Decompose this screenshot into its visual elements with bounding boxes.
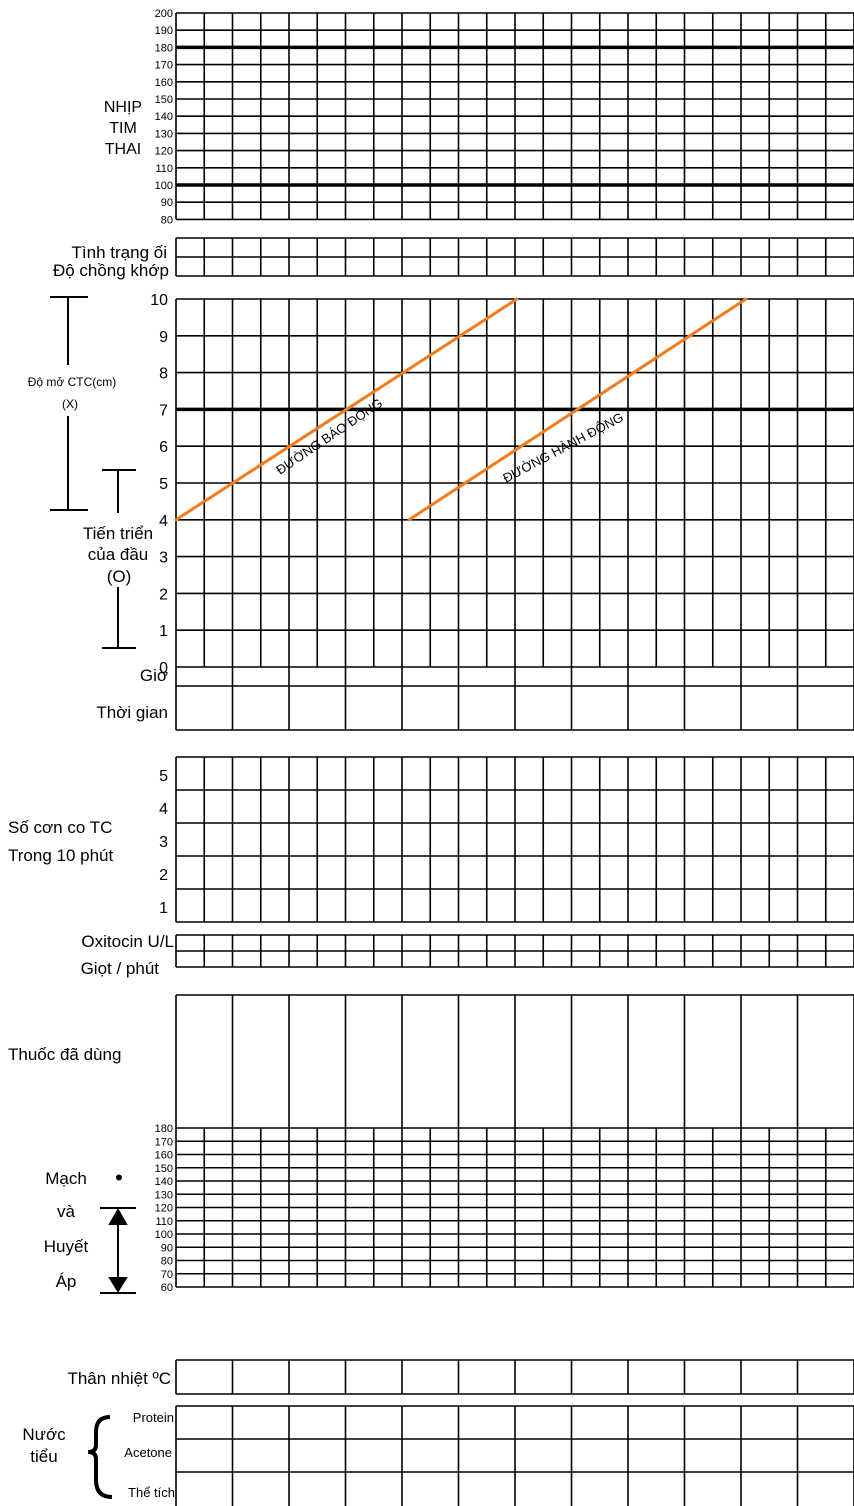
pulse-bp-tick: 100 xyxy=(155,1229,173,1241)
fhr-tick: 180 xyxy=(155,42,173,54)
pulse-bp-label-1: Mạch xyxy=(45,1169,87,1188)
protein-label: Protein xyxy=(133,1410,174,1425)
alert-line xyxy=(174,297,519,522)
pulse-bp-label-4: Áp xyxy=(56,1272,77,1291)
fhr-tick: 140 xyxy=(155,111,173,123)
pulse-bp-label-3: Huyết xyxy=(44,1237,89,1256)
fhr-label-line-1: NHỊP xyxy=(104,99,142,116)
pulse-bp-tick: 60 xyxy=(161,1282,173,1294)
grid-lines xyxy=(175,12,854,1506)
action-line xyxy=(407,297,748,522)
fhr-tick: 200 xyxy=(155,8,173,20)
pulse-bp-tick: 120 xyxy=(155,1203,173,1215)
pulse-bp-tick: 130 xyxy=(155,1189,173,1201)
pulse-bp-tick: 140 xyxy=(155,1176,173,1188)
contractions-label-2: Trong 10 phút xyxy=(8,846,113,865)
hour-label: Giờ xyxy=(140,666,168,685)
cervix-label: Độ mở CTC(cm) xyxy=(28,375,117,389)
pulse-bp-tick: 110 xyxy=(155,1216,173,1228)
cervix-tick: 3 xyxy=(159,550,168,567)
cervix-symbol: (X) xyxy=(62,397,78,411)
cervix-tick: 4 xyxy=(159,513,168,530)
pulse-bp-tick: 170 xyxy=(155,1136,173,1148)
moulding-label: Độ chồng khớp xyxy=(53,261,169,280)
pulse-bp-label-2: và xyxy=(57,1202,76,1221)
contractions-tick: 1 xyxy=(159,900,168,917)
tick-labels: 2001901801701601501401301201101009080109… xyxy=(150,8,173,1294)
blood-pressure-arrow xyxy=(100,1207,136,1294)
urine-label-2: tiểu xyxy=(30,1447,57,1466)
fhr-label-line-2: TIM xyxy=(109,120,137,137)
pulse-symbol: • xyxy=(115,1165,123,1190)
contractions-tick: 4 xyxy=(159,801,168,818)
cervix-tick: 0 xyxy=(159,660,168,677)
acetone-label: Acetone xyxy=(124,1445,172,1460)
head-descent-label-1: Tiến triển xyxy=(83,524,153,543)
contractions-label-1: Số cơn co TC xyxy=(8,818,112,837)
pulse-bp-tick: 80 xyxy=(161,1256,173,1268)
cervix-tick: 9 xyxy=(159,329,168,346)
fhr-tick: 130 xyxy=(155,128,173,140)
fhr-tick: 120 xyxy=(155,146,173,158)
fhr-tick: 160 xyxy=(155,77,173,89)
urine-brace xyxy=(87,1415,113,1499)
pulse-bp-tick: 90 xyxy=(161,1242,173,1254)
fhr-tick: 190 xyxy=(155,25,173,37)
cervix-tick: 6 xyxy=(159,439,168,456)
cervix-tick: 5 xyxy=(159,476,168,493)
fhr-tick: 110 xyxy=(155,163,173,175)
fhr-tick: 100 xyxy=(155,180,173,192)
urine-label-1: Nước xyxy=(22,1425,66,1444)
temperature-label: Thân nhiệt ºC xyxy=(67,1369,171,1388)
cervix-tick: 10 xyxy=(150,292,168,309)
pulse-bp-tick: 70 xyxy=(161,1269,173,1281)
labor-lines xyxy=(174,297,748,522)
cervix-tick: 2 xyxy=(159,586,168,603)
cervix-tick: 8 xyxy=(159,366,168,383)
contractions-tick: 5 xyxy=(159,768,168,785)
time-label: Thời gian xyxy=(96,703,168,722)
head-descent-label-2: của đầu xyxy=(88,545,149,564)
pulse-bp-tick: 160 xyxy=(155,1150,173,1162)
head-descent-bracket xyxy=(102,469,136,649)
contractions-tick: 3 xyxy=(159,834,168,851)
fhr-tick: 90 xyxy=(161,197,173,209)
volume-label: Thể tích xyxy=(128,1485,175,1500)
oxytocin-label: Oxitocin U/L xyxy=(81,932,174,951)
contractions-tick: 2 xyxy=(159,867,168,884)
fhr-tick: 150 xyxy=(155,94,173,106)
drugs-label: Thuốc đã dùng xyxy=(8,1045,121,1064)
pulse-bp-tick: 150 xyxy=(155,1163,173,1175)
fhr-label-line-3: THAI xyxy=(105,141,141,158)
head-descent-symbol: (O) xyxy=(107,567,132,586)
amniotic-status-label: Tình trạng ối xyxy=(72,243,167,262)
cervix-tick: 7 xyxy=(159,402,168,419)
pulse-bp-tick: 180 xyxy=(155,1123,173,1135)
cervix-tick: 1 xyxy=(159,623,168,640)
fhr-tick: 170 xyxy=(155,60,173,72)
fhr-tick: 80 xyxy=(161,214,173,226)
cervix-bracket xyxy=(50,296,88,511)
alert-line-label: ĐƯỜNG BÁO ĐỘNG xyxy=(273,395,385,477)
drops-per-minute-label: Giọt / phút xyxy=(81,959,160,978)
